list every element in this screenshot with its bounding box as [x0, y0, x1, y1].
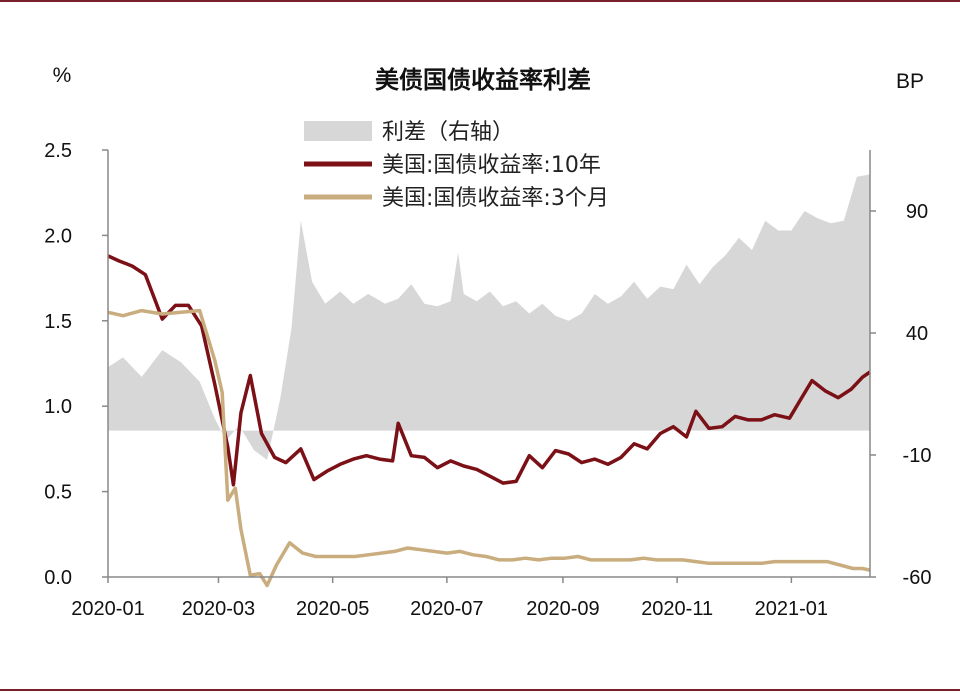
x-tick-label: 2020-07 [410, 598, 483, 620]
plot-area [107, 174, 871, 588]
y-left-tick-label: 0.5 [44, 482, 72, 504]
y-left-tick-label: 1.0 [44, 396, 72, 418]
y-right-tick-label: 40 [906, 323, 928, 345]
y-left-tick-label: 2.0 [44, 225, 72, 247]
legend-label-spread: 利差（右轴） [382, 120, 514, 145]
y-right-tick-label: -60 [903, 567, 932, 589]
left-axis-unit: % [53, 64, 72, 87]
legend-label-10y: 美国:国债收益率:10年 [382, 153, 601, 178]
legend-label-3m: 美国:国债收益率:3个月 [382, 186, 609, 211]
y-left-tick-label: 2.5 [44, 140, 72, 162]
legend-item-3m: 美国:国债收益率:3个月 [304, 186, 609, 211]
series-line-10y [107, 254, 871, 487]
series-area-spread [108, 174, 870, 460]
axes: 0.0 0.5 1.0 1.5 2.0 2.5 -60 -10 40 90 2020-01 2020-… [44, 140, 931, 620]
right-axis-unit: BP [896, 70, 924, 93]
y-left-tick-label: 1.5 [44, 311, 72, 333]
x-tick-label: 2020-03 [182, 598, 255, 620]
x-tick-label: 2020-11 [641, 598, 713, 620]
x-tick-label: 2020-01 [71, 598, 144, 620]
x-tick-label: 2021-01 [755, 598, 828, 620]
legend-swatch-spread [304, 121, 372, 141]
legend-item-10y: 美国:国债收益率:10年 [304, 153, 601, 178]
y-left-tick-label: 0.0 [44, 567, 72, 589]
legend-item-spread: 利差（右轴） [304, 120, 514, 145]
y-right-tick-label: 90 [906, 201, 928, 223]
legend: 利差（右轴） 美国:国债收益率:10年 美国:国债收益率:3个月 [304, 120, 609, 211]
series-line-3m [107, 308, 871, 588]
y-right-tick-label: -10 [903, 445, 932, 467]
chart-title: 美债国债收益率利差 [375, 66, 591, 94]
x-tick-label: 2020-09 [526, 598, 599, 620]
x-tick-label: 2020-05 [296, 598, 369, 620]
